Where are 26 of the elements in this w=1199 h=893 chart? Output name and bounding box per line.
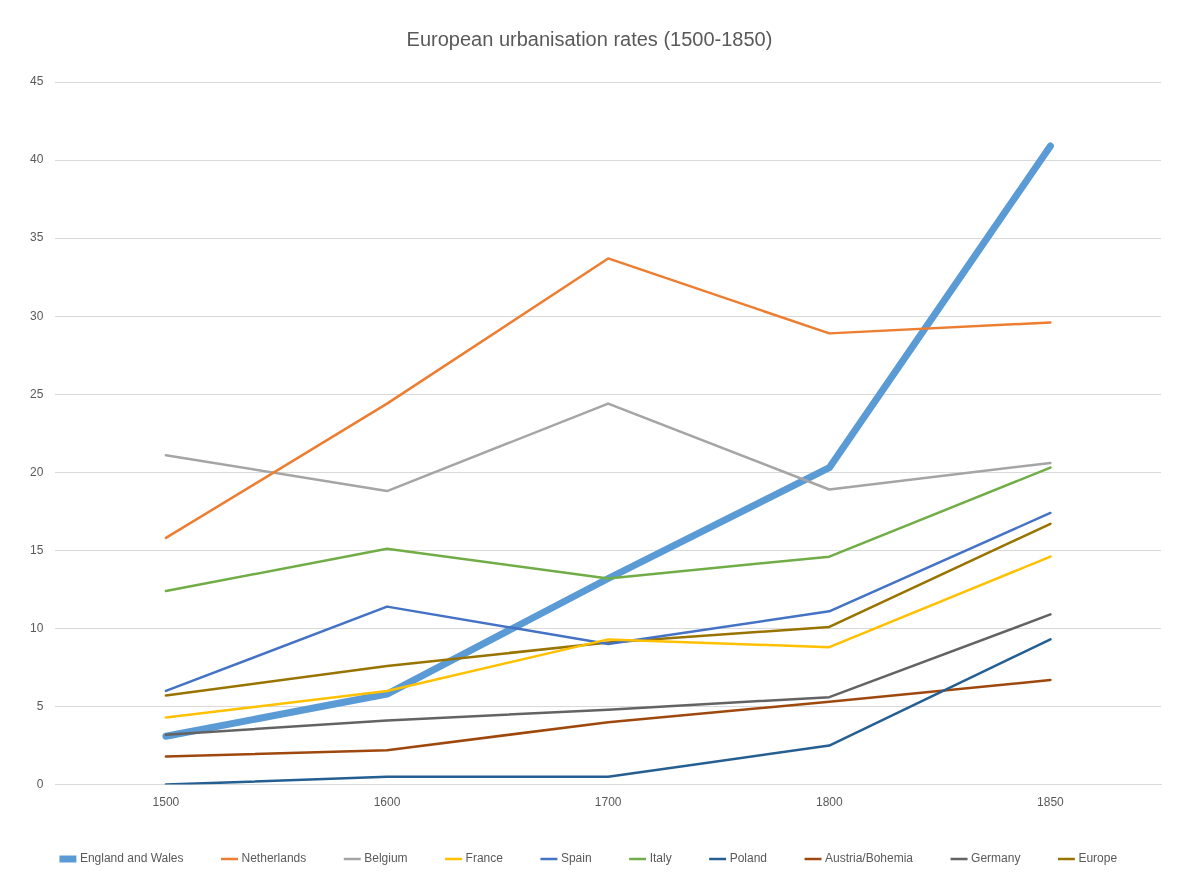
y-tick-label: 30 [29, 308, 44, 323]
y-tick-label: 45 [29, 74, 44, 89]
legend-label: Belgium [364, 851, 408, 866]
x-tick-label: 1600 [373, 795, 401, 810]
x-tick-label: 1850 [1037, 795, 1065, 810]
x-tick-label: 1800 [815, 795, 843, 810]
legend-label: Austria/Bohemia [825, 851, 914, 866]
x-tick-label: 1500 [152, 795, 180, 810]
legend-label: Italy [649, 851, 672, 866]
y-tick-label: 10 [29, 620, 44, 635]
x-tick-label: 1700 [594, 795, 622, 810]
legend-label: Europe [1078, 851, 1118, 866]
y-tick-label: 5 [36, 698, 44, 713]
y-tick-label: 40 [29, 152, 44, 167]
legend-label: France [465, 851, 504, 866]
y-tick-label: 20 [29, 464, 44, 479]
y-tick-label: 15 [29, 542, 44, 557]
y-tick-label: 25 [29, 386, 44, 401]
legend-label: Germany [971, 851, 1021, 866]
legend-label: Netherlands [241, 851, 307, 866]
legend-label: Poland [729, 851, 768, 866]
y-tick-label: 35 [29, 230, 44, 245]
legend-label: England and Wales [79, 851, 184, 866]
legend-label: Spain [560, 851, 592, 866]
chart-title: European urbanisation rates (1500-1850) [406, 27, 773, 50]
y-tick-label: 0 [36, 776, 44, 791]
